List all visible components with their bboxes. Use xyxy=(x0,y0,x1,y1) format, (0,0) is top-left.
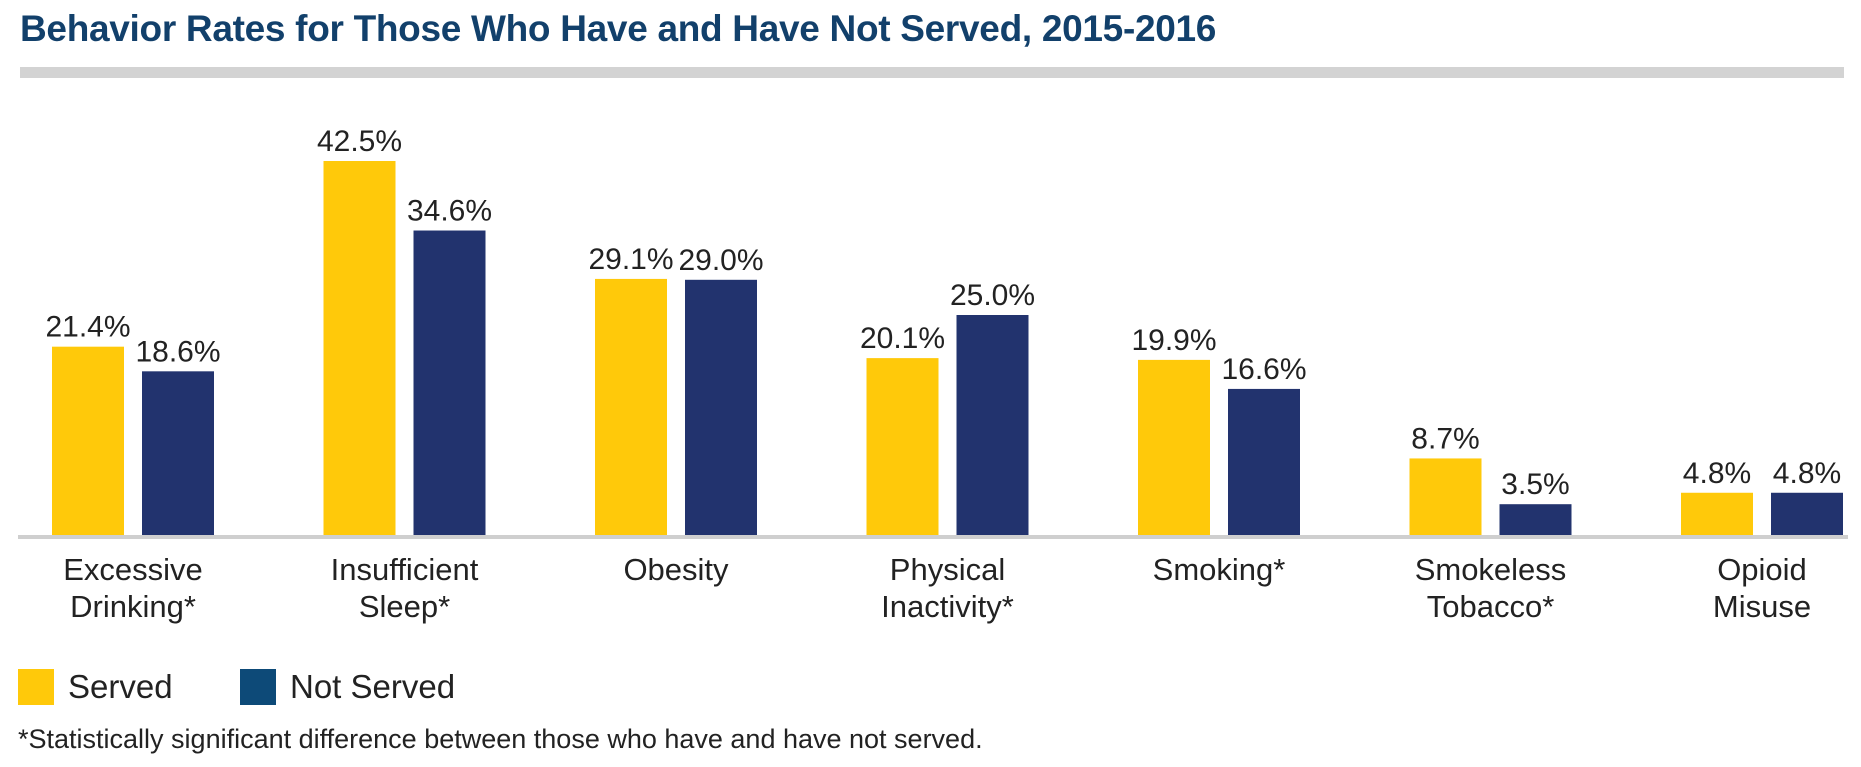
value-label-served-4: 19.9% xyxy=(1131,324,1216,357)
bar-served-5 xyxy=(1409,458,1482,535)
bar-served-4 xyxy=(1138,359,1210,535)
bar-served-2 xyxy=(595,278,667,535)
not-served-swatch xyxy=(240,669,276,705)
category-label-2: Obesity xyxy=(623,552,729,587)
category-label-line: Tobacco* xyxy=(1427,589,1555,624)
category-label-line: Physical xyxy=(890,552,1005,587)
served-legend-label: Served xyxy=(68,668,173,705)
bar-not-served-6 xyxy=(1771,492,1843,535)
category-labels-layer: Excessive Drinking* Insufficient Sleep* Obes… xyxy=(63,552,1811,624)
bar-not-served-4 xyxy=(1228,388,1300,535)
value-label-served-5: 8.7% xyxy=(1411,422,1479,455)
value-label-not-served-5: 3.5% xyxy=(1501,468,1569,501)
value-label-served-6: 4.8% xyxy=(1683,457,1751,490)
value-label-not-served-3: 25.0% xyxy=(950,279,1035,312)
bar-not-served-5 xyxy=(1499,504,1572,535)
category-label-5: Smokeless Tobacco* xyxy=(1415,552,1567,624)
value-label-served-1: 42.5% xyxy=(317,125,402,158)
not-served-legend-label: Not Served xyxy=(290,668,456,705)
bar-not-served-2 xyxy=(685,279,757,535)
value-label-not-served-0: 18.6% xyxy=(135,335,220,368)
category-label-line: Drinking* xyxy=(70,589,196,624)
category-label-3: Physical Inactivity* xyxy=(881,552,1014,624)
category-label-line: Obesity xyxy=(623,552,729,587)
value-label-served-3: 20.1% xyxy=(860,322,945,355)
served-swatch xyxy=(18,669,54,705)
category-label-line: Inactivity* xyxy=(881,589,1014,624)
value-label-not-served-2: 29.0% xyxy=(678,244,763,277)
title-divider xyxy=(20,67,1844,78)
category-label-6: Opioid Misuse xyxy=(1713,552,1811,624)
category-label-line: Opioid xyxy=(1717,552,1807,587)
category-label-1: Insufficient Sleep* xyxy=(331,552,479,624)
bar-served-0 xyxy=(52,346,124,535)
bar-not-served-0 xyxy=(142,371,214,535)
category-label-line: Excessive xyxy=(63,552,203,587)
bar-served-6 xyxy=(1681,492,1753,535)
bar-served-1 xyxy=(323,161,396,535)
legend-served: Served xyxy=(18,668,173,706)
bar-not-served-3 xyxy=(956,315,1029,535)
category-label-0: Excessive Drinking* xyxy=(63,552,203,624)
category-label-line: Smoking* xyxy=(1153,552,1286,587)
category-label-line: Smokeless xyxy=(1415,552,1567,587)
value-label-served-0: 21.4% xyxy=(45,311,130,344)
value-label-not-served-4: 16.6% xyxy=(1221,353,1306,386)
category-label-line: Sleep* xyxy=(359,589,450,624)
bar-served-3 xyxy=(866,358,939,535)
value-label-served-2: 29.1% xyxy=(588,243,673,276)
value-labels-layer: 21.4%18.6% 42.5% 34.6% 29.1% 29.0% 20.1%25.0%… xyxy=(45,125,1841,501)
chart-title: Behavior Rates for Those Who Have and Ha… xyxy=(20,8,1217,49)
value-label-not-served-1: 34.6% xyxy=(407,195,492,228)
category-label-line: Insufficient xyxy=(331,552,479,587)
category-label-line: Misuse xyxy=(1713,589,1811,624)
bar-not-served-1 xyxy=(413,230,486,535)
bar-chart: 21.4%18.6% 42.5% 34.6% 29.1% 29.0% 20.1%25.0%… xyxy=(18,125,1848,624)
footnote: *Statistically significant difference be… xyxy=(18,724,983,754)
category-label-4: Smoking* xyxy=(1153,552,1286,587)
legend-not-served: Not Served xyxy=(240,668,455,706)
value-label-not-served-6: 4.8% xyxy=(1773,457,1841,490)
bars-layer xyxy=(52,161,1843,535)
